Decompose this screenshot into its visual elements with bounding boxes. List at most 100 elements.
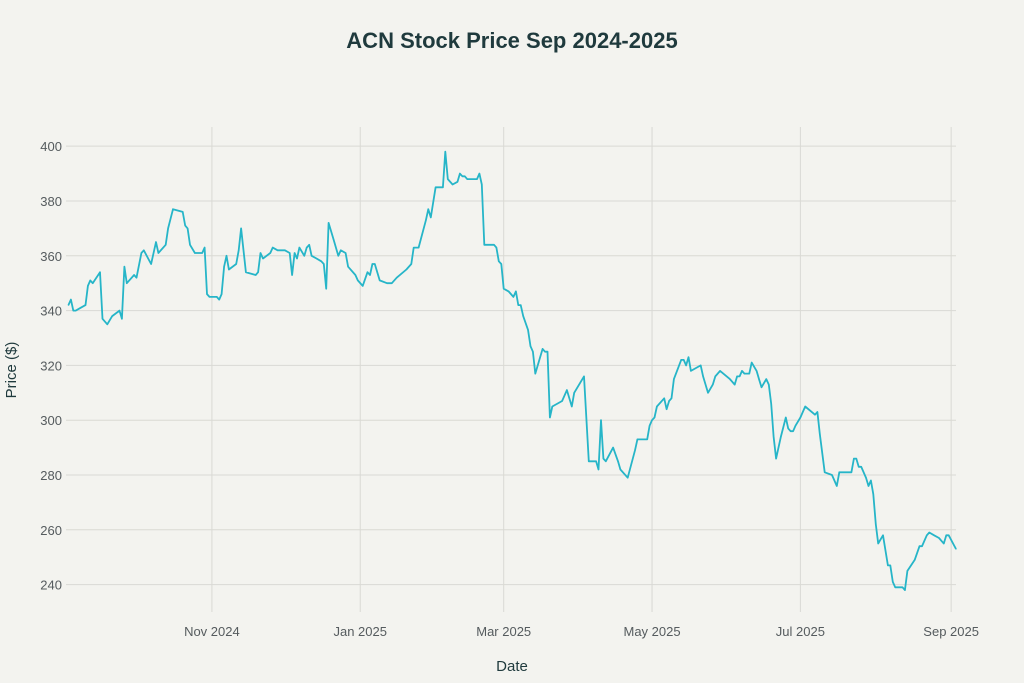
data-point [561, 400, 563, 402]
data-point [72, 309, 74, 312]
data-point [259, 252, 262, 254]
data-point [836, 485, 838, 487]
data-point [218, 299, 220, 301]
data-point [926, 534, 928, 536]
x-tick-label: Jul 2025 [776, 624, 825, 639]
data-point [167, 227, 169, 229]
data-point [520, 304, 522, 306]
data-point [738, 375, 741, 377]
data-point [70, 299, 72, 301]
data-point [663, 397, 665, 399]
data-point [831, 474, 833, 476]
data-point [736, 375, 738, 377]
y-tick-label: 400 [40, 139, 62, 154]
x-axis-label: Date [496, 658, 528, 675]
y-tick-label: 280 [40, 468, 62, 483]
data-point [374, 263, 376, 265]
data-point [702, 375, 704, 377]
data-point [906, 570, 908, 572]
data-point [306, 246, 308, 249]
data-point [84, 304, 87, 306]
data-point [680, 359, 682, 361]
data-point [729, 378, 731, 380]
data-point [165, 244, 167, 246]
data-point [666, 408, 668, 410]
data-point [276, 249, 279, 251]
data-point [758, 378, 760, 380]
data-point [157, 252, 160, 254]
data-point [413, 246, 415, 249]
data-point [617, 460, 619, 462]
y-tick-label: 240 [40, 578, 62, 593]
x-axis-ticks: Nov 2024 Jan 2025 Mar 2025 May 2025 Jul 2025… [184, 624, 979, 639]
data-point [670, 397, 673, 399]
data-point [182, 211, 184, 213]
grid [66, 127, 956, 612]
data-point [303, 255, 305, 257]
data-point [668, 400, 670, 402]
data-point [328, 222, 330, 224]
data-point [522, 315, 524, 317]
data-point [379, 279, 381, 282]
data-point [734, 383, 736, 386]
data-point [503, 288, 505, 290]
data-point [799, 416, 801, 419]
data-point [602, 457, 605, 460]
data-point [867, 485, 870, 487]
data-point [133, 274, 135, 276]
data-point [371, 263, 373, 265]
data-point [515, 290, 517, 293]
data-point [118, 309, 121, 312]
data-point [634, 449, 636, 451]
data-point [427, 208, 429, 210]
data-point [819, 433, 821, 435]
data-point [447, 178, 449, 180]
data-point [293, 252, 296, 254]
data-point [794, 425, 797, 427]
data-point [534, 373, 536, 375]
data-point [223, 266, 225, 268]
data-point [320, 260, 322, 262]
data-point [308, 244, 310, 246]
data-point [228, 268, 230, 271]
data-point [456, 181, 459, 183]
data-point [111, 315, 113, 317]
data-point [417, 246, 420, 249]
data-point [860, 466, 862, 468]
data-point [595, 460, 597, 462]
data-point [296, 257, 298, 260]
x-tick-label: Mar 2025 [476, 624, 531, 639]
data-point [284, 249, 286, 251]
data-point [123, 266, 125, 268]
data-point [928, 531, 930, 534]
x-tick-label: Nov 2024 [184, 624, 240, 639]
data-point [106, 323, 108, 325]
data-point [121, 318, 123, 320]
data-point [914, 559, 916, 561]
data-point [787, 427, 789, 430]
data-point [216, 296, 218, 298]
data-point [636, 438, 639, 440]
data-point [529, 345, 532, 347]
data-point [532, 351, 534, 353]
data-point [824, 471, 826, 473]
data-point [785, 416, 787, 419]
data-point [442, 186, 444, 188]
data-point [150, 263, 152, 265]
data-point [512, 296, 515, 298]
data-point [865, 477, 867, 479]
data-point [140, 252, 142, 254]
data-point [894, 586, 896, 588]
chart-title: ACN Stock Price Sep 2024-2025 [346, 28, 678, 53]
data-point [184, 225, 186, 227]
data-point [208, 296, 211, 298]
data-point [435, 186, 437, 188]
data-point [566, 389, 568, 391]
data-point [649, 425, 651, 427]
data-point [875, 523, 877, 525]
data-point [751, 362, 753, 364]
data-point [495, 246, 498, 249]
data-point [690, 370, 692, 372]
data-point [780, 436, 782, 438]
data-point [500, 263, 502, 265]
